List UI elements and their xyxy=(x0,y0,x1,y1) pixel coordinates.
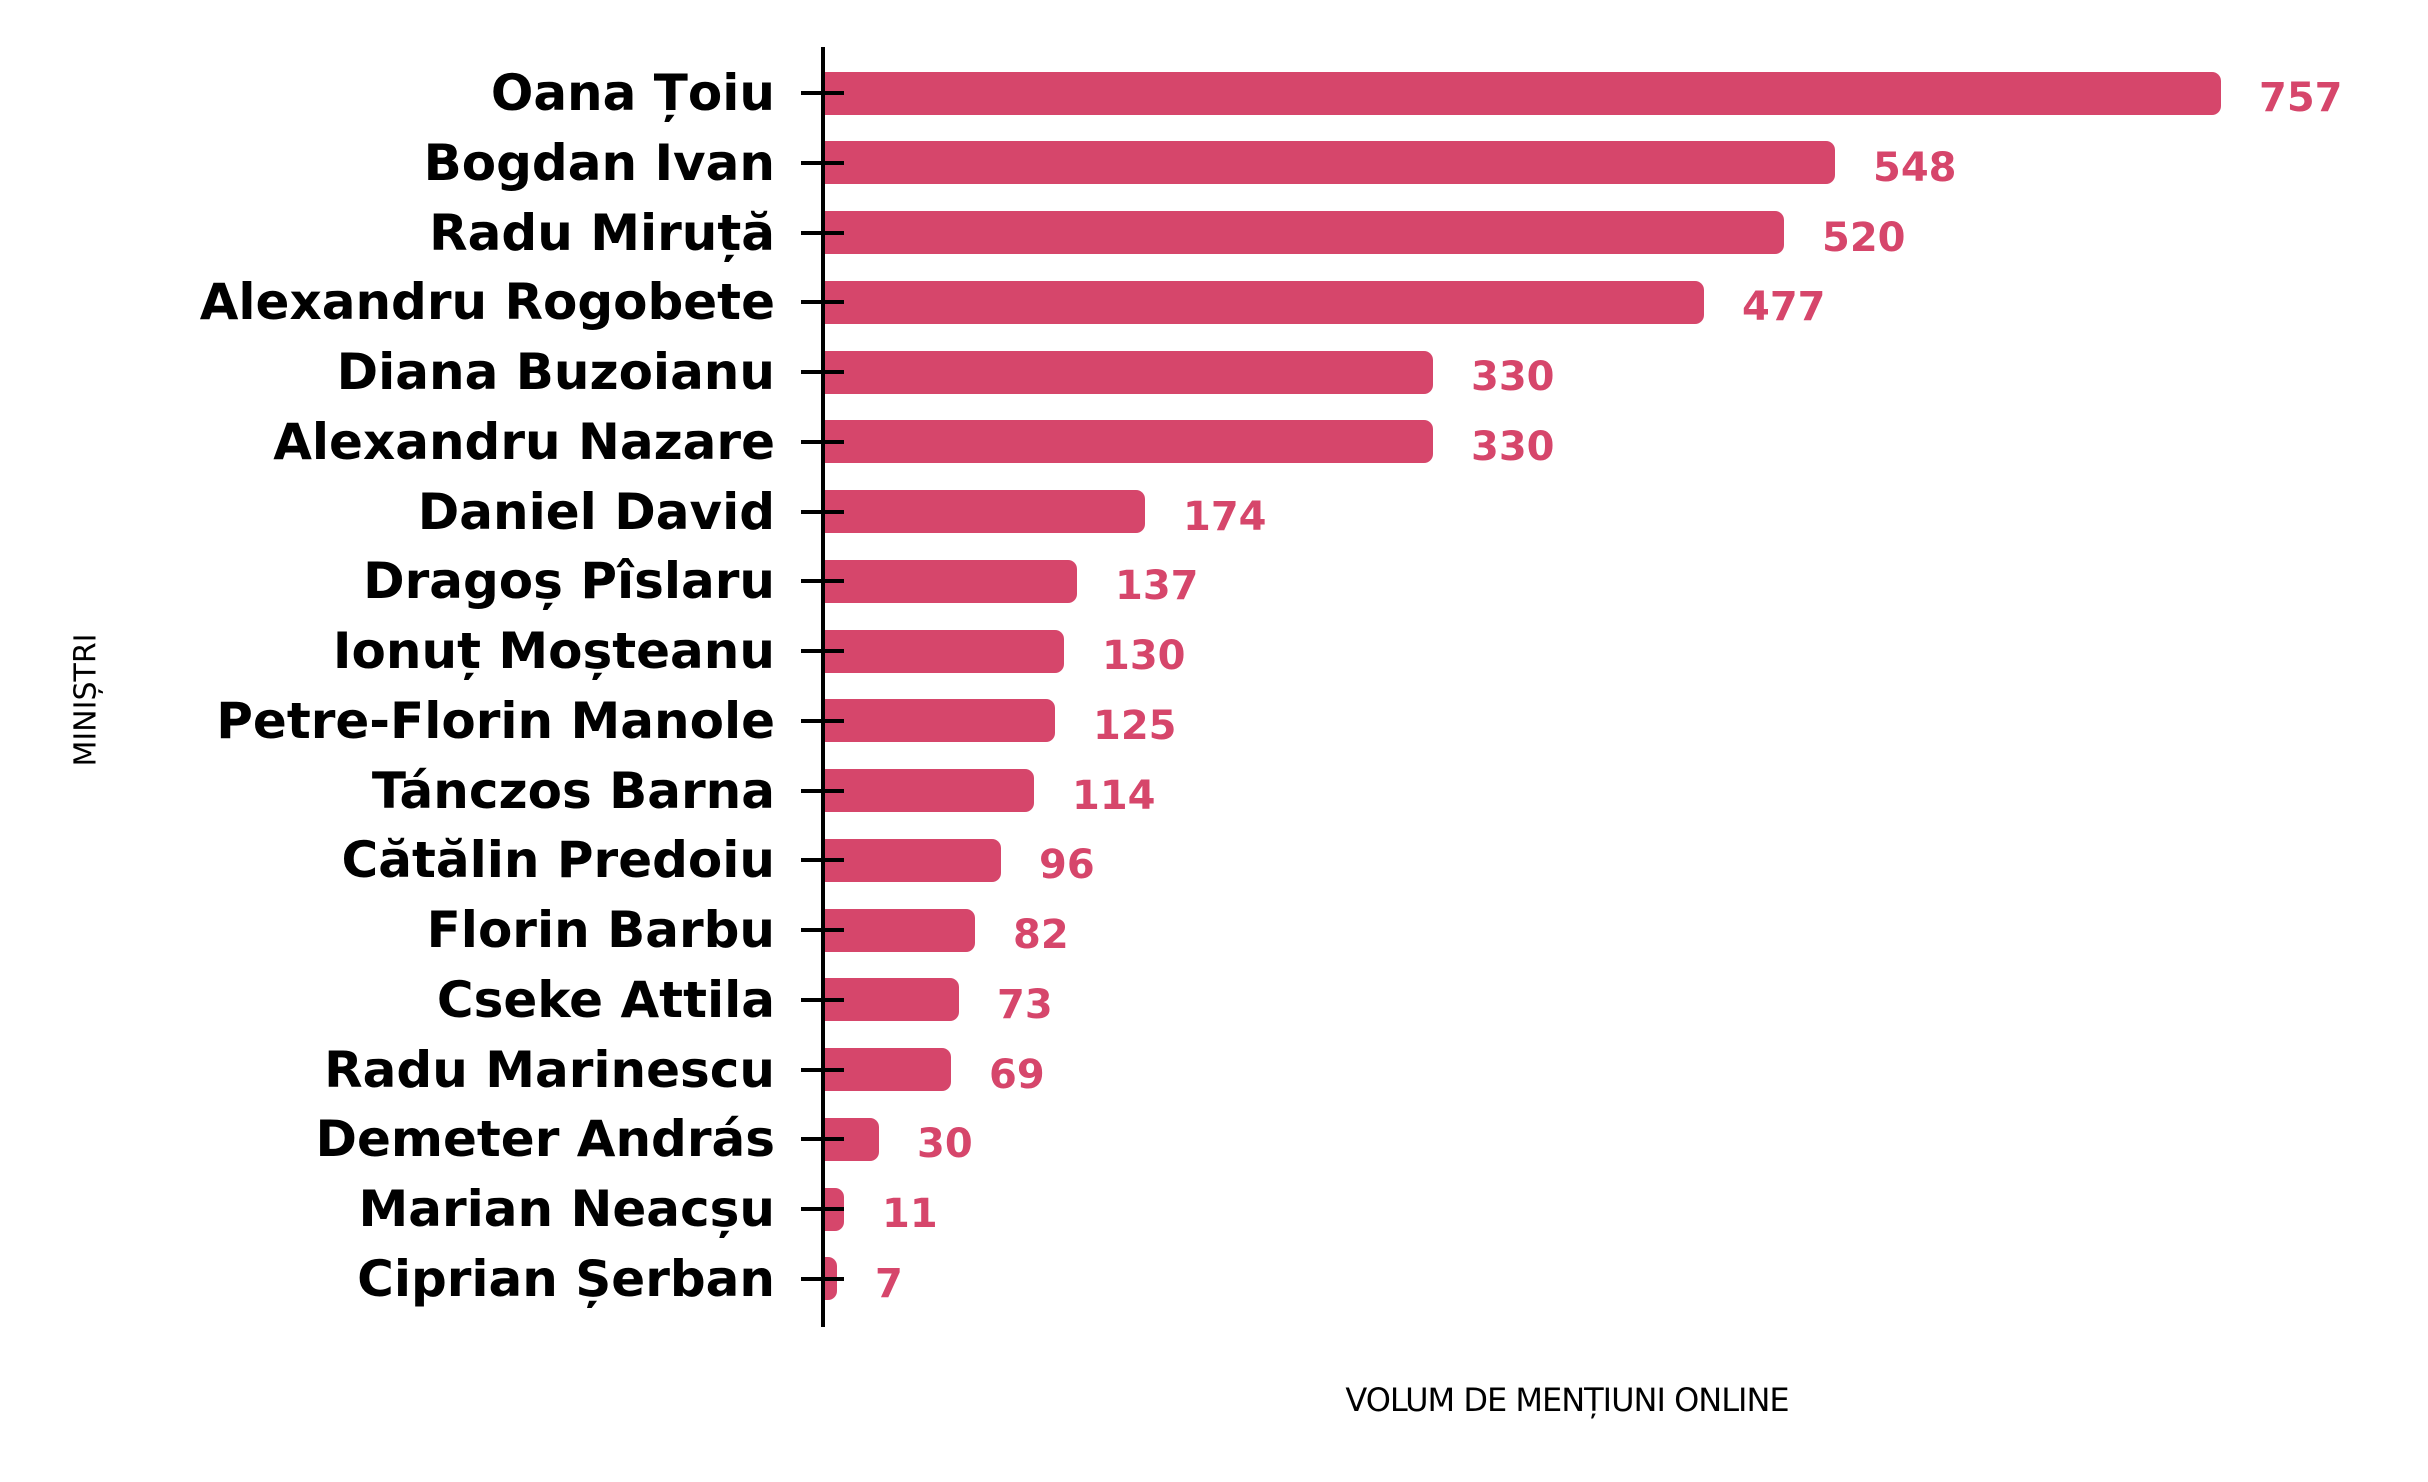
category-label: Demeter András xyxy=(315,1110,775,1169)
value-label: 125 xyxy=(1093,702,1177,749)
value-label: 477 xyxy=(1742,284,1826,331)
value-label: 11 xyxy=(882,1191,938,1238)
y-axis-tick xyxy=(801,300,844,305)
bar xyxy=(824,699,1055,743)
bar xyxy=(824,490,1145,534)
y-axis-tick xyxy=(801,370,844,375)
bar xyxy=(824,1048,951,1092)
value-label: 69 xyxy=(989,1051,1045,1098)
bar xyxy=(824,350,1433,394)
y-axis-tick xyxy=(801,1207,844,1212)
value-label: 73 xyxy=(997,981,1053,1028)
value-label: 137 xyxy=(1115,563,1199,610)
value-label: 520 xyxy=(1822,214,1906,261)
x-axis-title: VOLUM DE MENȚIUNI ONLINE xyxy=(1345,1381,1789,1419)
bar xyxy=(824,280,1704,324)
category-label: Alexandru Rogobete xyxy=(199,273,775,332)
category-label: Cătălin Predoiu xyxy=(341,831,775,890)
y-axis-tick xyxy=(801,1276,844,1281)
category-label: Radu Miruță xyxy=(429,203,775,262)
value-label: 174 xyxy=(1183,493,1267,540)
category-label: Daniel David xyxy=(417,482,775,541)
bar xyxy=(824,211,1784,255)
category-label: Bogdan Ivan xyxy=(423,133,775,192)
y-axis-tick xyxy=(801,928,844,933)
y-axis-tick xyxy=(801,579,844,584)
category-label: Cseke Attila xyxy=(436,970,775,1029)
y-axis-tick xyxy=(801,439,844,444)
bar xyxy=(824,420,1433,464)
y-axis-tick xyxy=(801,1137,844,1142)
category-label: Petre-Florin Manole xyxy=(216,691,775,750)
y-axis-tick xyxy=(801,997,844,1002)
bar xyxy=(824,838,1001,882)
category-label: Ciprian Șerban xyxy=(357,1249,775,1308)
bar xyxy=(824,71,2221,115)
y-axis-tick xyxy=(801,788,844,793)
category-label: Florin Barbu xyxy=(426,901,775,960)
y-axis-tick xyxy=(801,160,844,165)
y-axis-tick xyxy=(801,91,844,95)
category-label: Tánczos Barna xyxy=(371,761,775,820)
category-label: Diana Buzoianu xyxy=(336,343,775,402)
bar xyxy=(824,559,1077,603)
category-label: Ionuț Moșteanu xyxy=(332,622,775,681)
value-label: 96 xyxy=(1039,842,1095,889)
y-axis-tick xyxy=(801,718,844,723)
bar xyxy=(824,769,1034,813)
value-label: 130 xyxy=(1102,633,1186,680)
value-label: 30 xyxy=(917,1121,973,1168)
y-axis-tick xyxy=(801,649,844,654)
value-label: 82 xyxy=(1013,912,1069,959)
category-label: Alexandru Nazare xyxy=(273,412,775,471)
y-axis-tick xyxy=(801,230,844,235)
y-axis-tick xyxy=(801,509,844,514)
bar xyxy=(824,908,975,952)
value-label: 330 xyxy=(1471,423,1555,470)
category-label: Marian Neacșu xyxy=(358,1180,775,1239)
bar xyxy=(824,978,959,1022)
value-label: 114 xyxy=(1072,772,1156,819)
category-label: Dragoș Pîslaru xyxy=(363,552,775,611)
category-label: Radu Marinescu xyxy=(324,1040,775,1099)
value-label: 548 xyxy=(1873,144,1957,191)
bar xyxy=(824,141,1835,185)
value-label: 757 xyxy=(2259,75,2343,121)
y-axis-tick xyxy=(801,858,844,863)
value-label: 7 xyxy=(875,1260,903,1307)
bar xyxy=(824,629,1064,673)
category-label: Oana Țoiu xyxy=(490,64,775,122)
y-axis-tick xyxy=(801,1067,844,1072)
value-label: 330 xyxy=(1471,354,1555,401)
y-axis-line xyxy=(821,47,825,1327)
